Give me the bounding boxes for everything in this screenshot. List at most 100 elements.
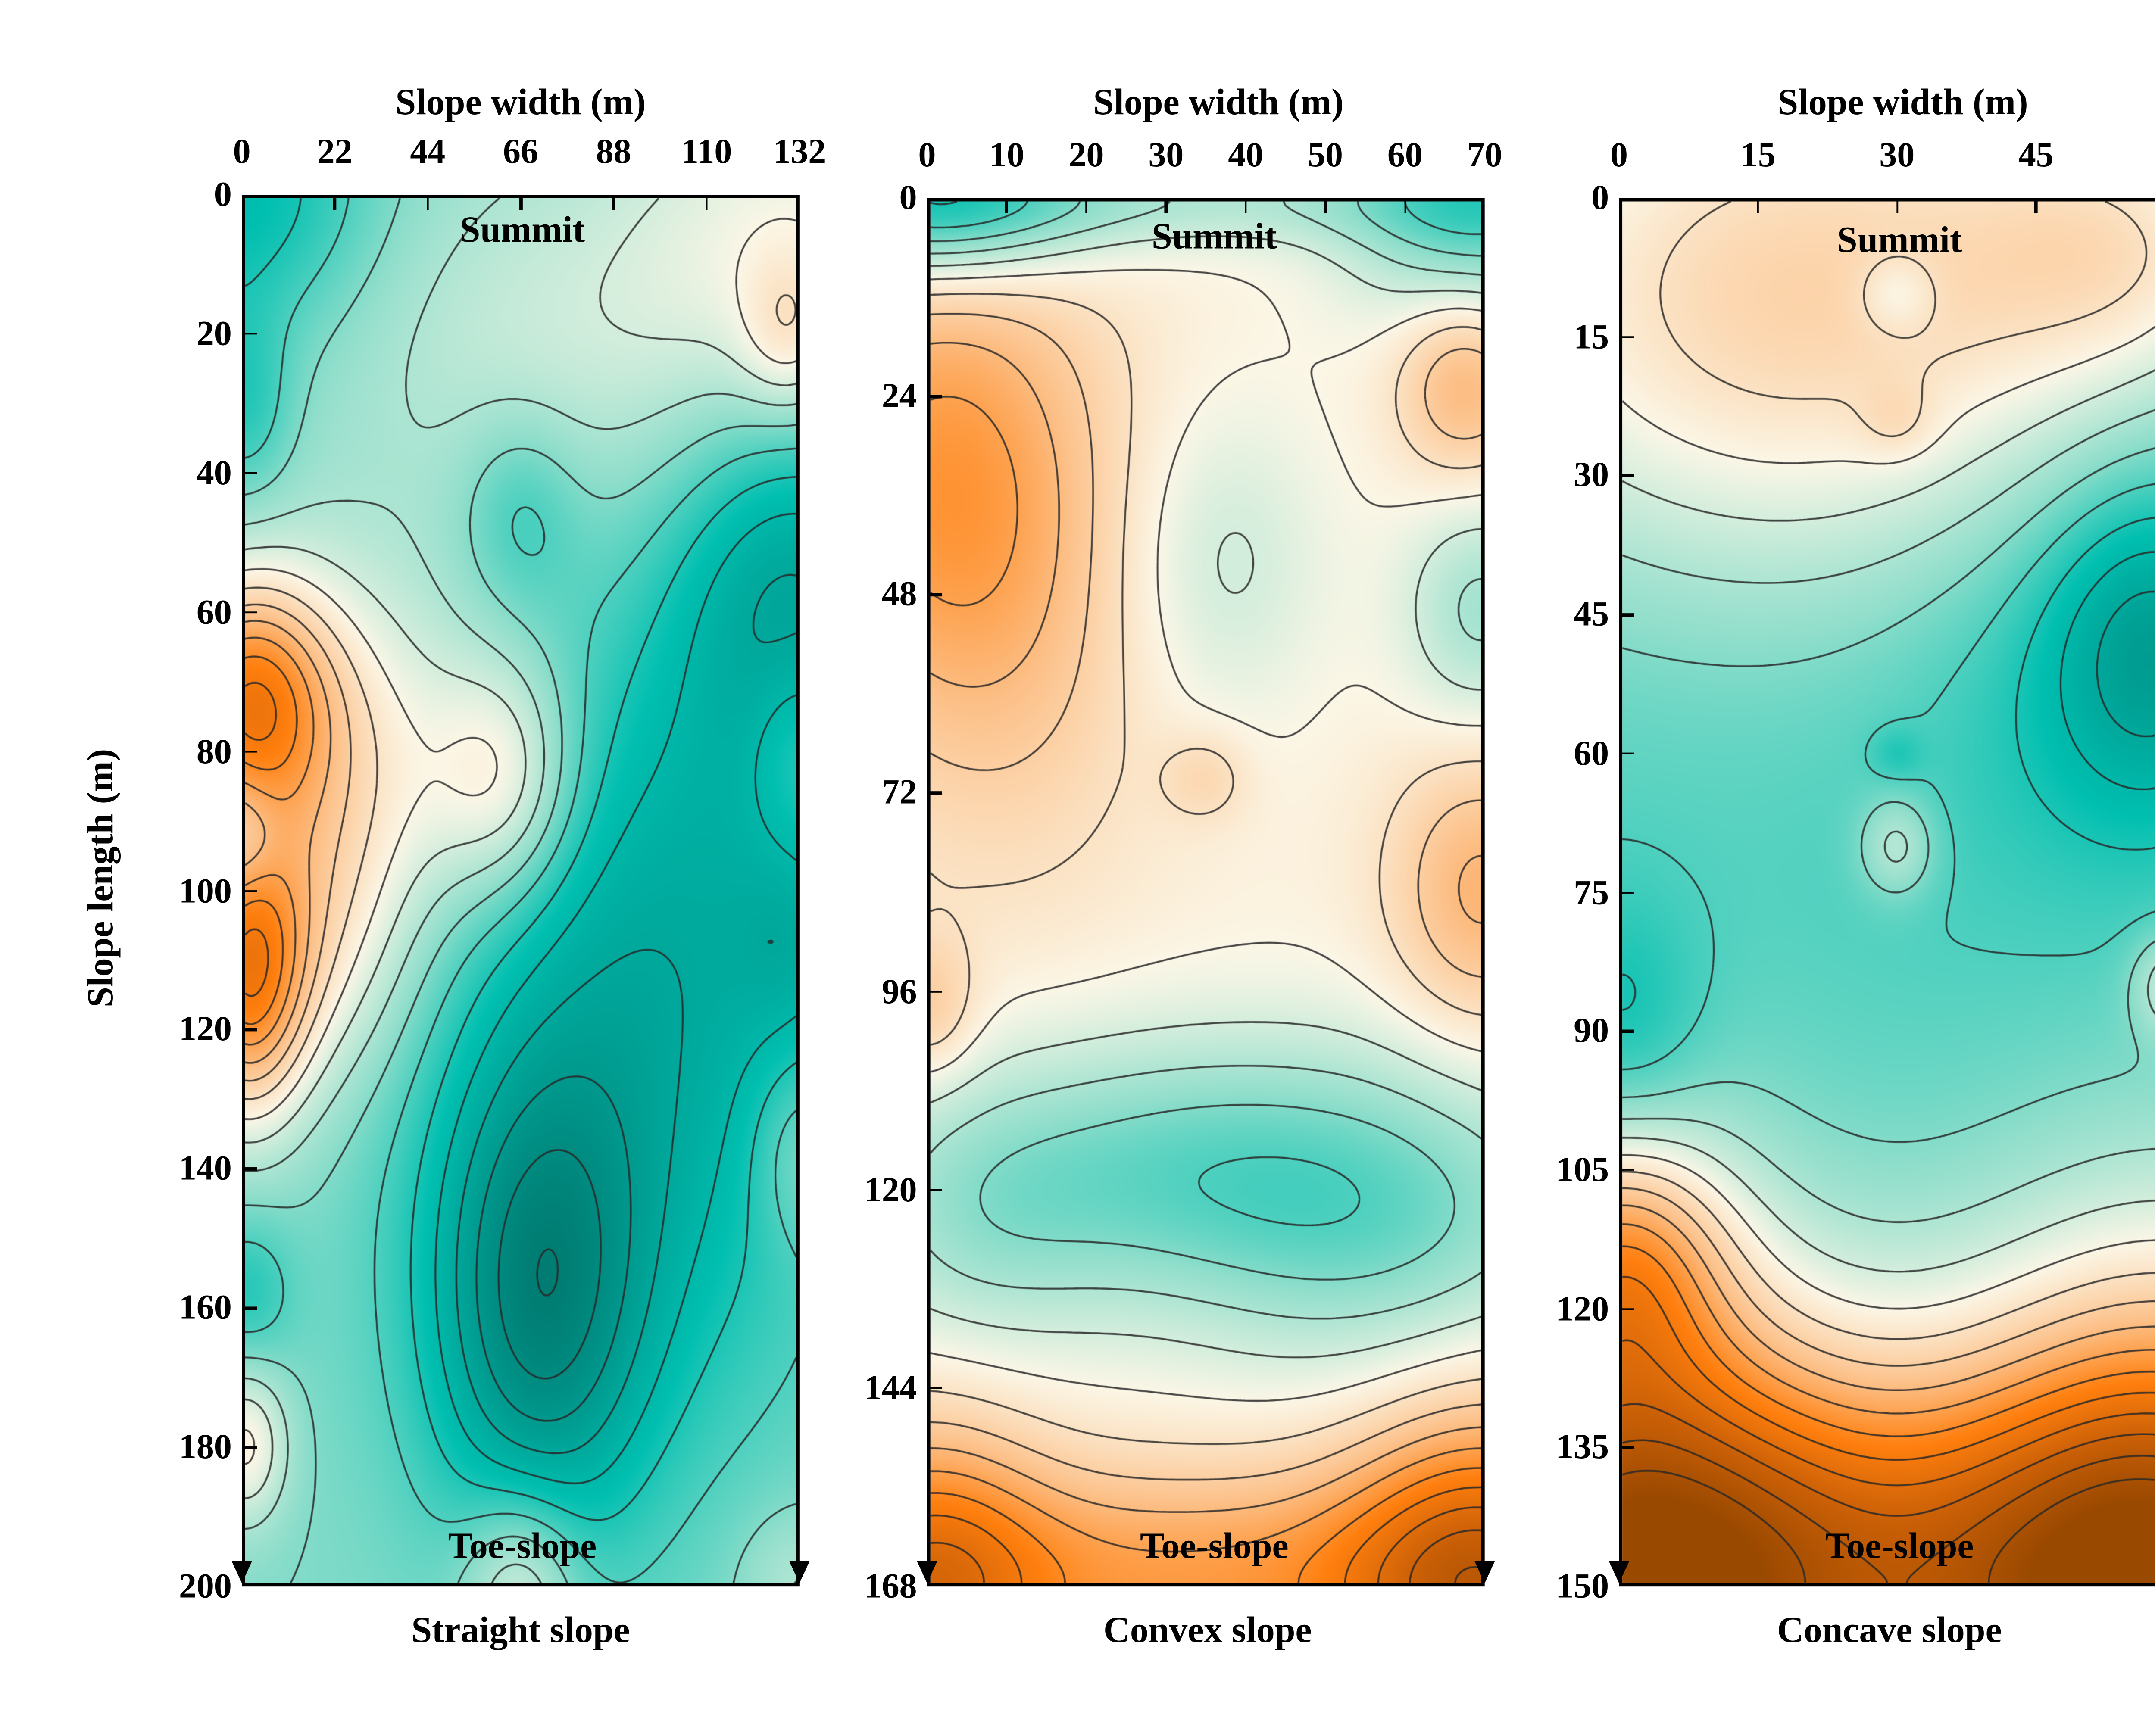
- y-tick-label: 90: [1574, 1010, 1609, 1050]
- summit-label: Summit: [1152, 215, 1277, 257]
- y-tick-mark: [242, 889, 257, 892]
- summit-label: Summit: [459, 208, 585, 250]
- x-tick-mark: [2034, 198, 2037, 213]
- x-tick-mark: [612, 194, 615, 210]
- x-tick-mark: [426, 194, 429, 210]
- y-tick-label: 168: [864, 1565, 917, 1606]
- y-tick-label: 20: [196, 313, 232, 353]
- y-tick-mark: [242, 472, 257, 474]
- y-tick-label: 200: [178, 1565, 232, 1606]
- x-tick-label: 20: [1068, 134, 1104, 175]
- x-tick-label: 60: [1387, 134, 1423, 175]
- y-tick-mark: [1619, 752, 1634, 755]
- contour-plot-straight: [242, 194, 800, 1587]
- contour-canvas: [1622, 201, 2155, 1583]
- y-tick-mark: [242, 611, 257, 614]
- y-tick-label: 30: [1574, 455, 1609, 496]
- toe-slope-label: Toe-slope: [448, 1524, 597, 1567]
- x-tick-mark: [1324, 198, 1327, 213]
- y-tick-mark: [242, 750, 257, 753]
- y-tick-mark: [927, 990, 943, 993]
- x-tick-mark: [1896, 198, 1899, 213]
- contour-plot-convex: [927, 198, 1485, 1587]
- y-tick-label: 60: [196, 591, 232, 632]
- x-tick-label: 22: [317, 131, 353, 171]
- x-tick-label: 40: [1228, 134, 1264, 175]
- y-tick-label: 135: [1556, 1427, 1609, 1467]
- y-tick-mark: [1619, 1030, 1634, 1033]
- y-tick-mark: [1619, 1169, 1634, 1172]
- y-tick-mark: [242, 333, 257, 335]
- y-tick-label: 15: [1574, 316, 1609, 356]
- y-tick-label: 72: [881, 772, 917, 813]
- down-arrow-icon: [789, 1561, 810, 1583]
- y-tick-mark: [1619, 891, 1634, 894]
- y-tick-label: 45: [1574, 593, 1609, 634]
- y-tick-label: 48: [881, 573, 917, 614]
- contour-plot-concave: [1619, 198, 2155, 1587]
- y-tick-label: 40: [196, 452, 232, 492]
- y-tick-label: 0: [214, 174, 232, 214]
- y-tick-mark: [927, 1188, 943, 1191]
- y-tick-label: 120: [178, 1009, 232, 1049]
- contour-canvas: [930, 201, 1481, 1583]
- y-tick-label: 120: [864, 1169, 917, 1209]
- x-tick-label: 15: [1740, 134, 1776, 175]
- y-tick-label: 80: [196, 730, 232, 771]
- x-tick-label: 45: [2018, 134, 2054, 175]
- down-arrow-icon: [1609, 1561, 1629, 1583]
- y-tick-mark: [927, 593, 943, 596]
- down-arrow-icon: [231, 1561, 252, 1583]
- y-tick-mark: [1619, 613, 1634, 616]
- y-tick-label: 144: [864, 1367, 917, 1408]
- x-tick-label: 0: [233, 131, 251, 171]
- x-tick-mark: [1756, 198, 1759, 213]
- x-tick-mark: [1005, 198, 1008, 213]
- panel-title: Straight slope: [411, 1608, 630, 1651]
- y-tick-label: 180: [178, 1426, 232, 1467]
- y-tick-mark: [1619, 474, 1634, 477]
- toe-slope-label: Toe-slope: [1140, 1524, 1289, 1567]
- toe-slope-label: Toe-slope: [1825, 1524, 1974, 1567]
- x-tick-label: 66: [503, 131, 538, 171]
- x-tick-label: 44: [410, 131, 446, 171]
- y-tick-label: 100: [178, 870, 232, 910]
- x-tick-mark: [1403, 198, 1406, 213]
- summit-label: Summit: [1836, 218, 1962, 260]
- y-tick-label: 75: [1574, 871, 1609, 912]
- y-tick-label: 160: [178, 1287, 232, 1328]
- x-tick-mark: [1165, 198, 1168, 213]
- x-tick-label: 30: [1148, 134, 1184, 175]
- y-tick-mark: [927, 1387, 943, 1390]
- y-tick-mark: [242, 1307, 257, 1310]
- y-tick-mark: [1619, 336, 1634, 338]
- x-tick-label: 0: [1610, 134, 1628, 175]
- y-tick-mark: [1619, 1446, 1634, 1449]
- y-tick-mark: [242, 1029, 257, 1031]
- x-tick-mark: [333, 194, 336, 210]
- y-tick-label: 0: [899, 177, 917, 218]
- y-tick-label: 24: [881, 375, 917, 416]
- x-tick-mark: [519, 194, 522, 210]
- y-tick-label: 150: [1556, 1565, 1609, 1606]
- y-tick-label: 105: [1556, 1149, 1609, 1190]
- x-axis-title: Slope width (m): [395, 81, 646, 123]
- y-axis-title: Slope length (m): [79, 748, 121, 1007]
- x-tick-label: 132: [773, 131, 826, 171]
- x-tick-mark: [1085, 198, 1088, 213]
- y-tick-label: 140: [178, 1148, 232, 1188]
- panel-title: Convex slope: [1103, 1608, 1312, 1651]
- x-tick-label: 110: [681, 131, 732, 171]
- x-tick-mark: [1244, 198, 1247, 213]
- y-tick-mark: [1619, 1307, 1634, 1310]
- y-tick-mark: [927, 792, 943, 795]
- down-arrow-icon: [1474, 1561, 1495, 1583]
- x-tick-label: 0: [918, 134, 936, 175]
- x-tick-label: 10: [989, 134, 1024, 175]
- x-tick-label: 30: [1879, 134, 1915, 175]
- x-tick-label: 70: [1467, 134, 1502, 175]
- panel-title: Concave slope: [1777, 1608, 2002, 1651]
- x-axis-title: Slope width (m): [1777, 81, 2028, 123]
- x-tick-label: 50: [1308, 134, 1343, 175]
